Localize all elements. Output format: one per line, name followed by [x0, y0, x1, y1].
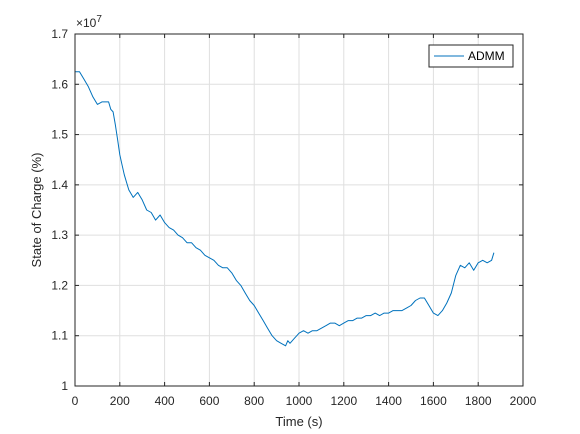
- y-tick-label: 1.5: [51, 128, 68, 142]
- y-tick-label: 1.3: [51, 228, 68, 242]
- y-exponent-label: ×107: [76, 14, 102, 30]
- x-tick-label: 0: [72, 394, 79, 408]
- x-tick-labels: 0 200 400 600 800 1000 1200 1400 1600 1800 2000: [72, 394, 537, 408]
- x-tick-label: 1200: [330, 394, 357, 408]
- legend: ADMM: [428, 44, 514, 68]
- tick-marks: [74, 33, 524, 387]
- y-axis-label: State of Charge (%): [29, 153, 44, 268]
- x-tick-label: 1600: [420, 394, 447, 408]
- y-tick-label: 1.6: [51, 77, 68, 91]
- x-tick-label: 1800: [465, 394, 492, 408]
- x-tick-label: 800: [244, 394, 264, 408]
- x-tick-label: 1000: [286, 394, 313, 408]
- x-tick-label: 600: [199, 394, 219, 408]
- legend-label-admm: ADMM: [468, 49, 505, 63]
- x-axis-label: Time (s): [275, 414, 322, 429]
- x-tick-label: 2000: [510, 394, 537, 408]
- y-tick-label: 1.1: [51, 329, 68, 343]
- y-tick-label: 1.2: [51, 278, 68, 292]
- y-tick-label: 1: [61, 379, 68, 393]
- y-tick-labels: 1 1.1 1.2 1.3 1.4 1.5 1.6 1.7: [51, 27, 68, 393]
- x-tick-label: 200: [110, 394, 130, 408]
- series-line-admm: [75, 71, 495, 347]
- grid-lines: [75, 34, 523, 386]
- y-tick-label: 1.7: [51, 27, 68, 41]
- legend-box: [428, 44, 514, 68]
- x-tick-label: 400: [155, 394, 175, 408]
- series-layer: [75, 71, 495, 347]
- y-tick-label: 1.4: [51, 178, 68, 192]
- x-tick-label: 1400: [375, 394, 402, 408]
